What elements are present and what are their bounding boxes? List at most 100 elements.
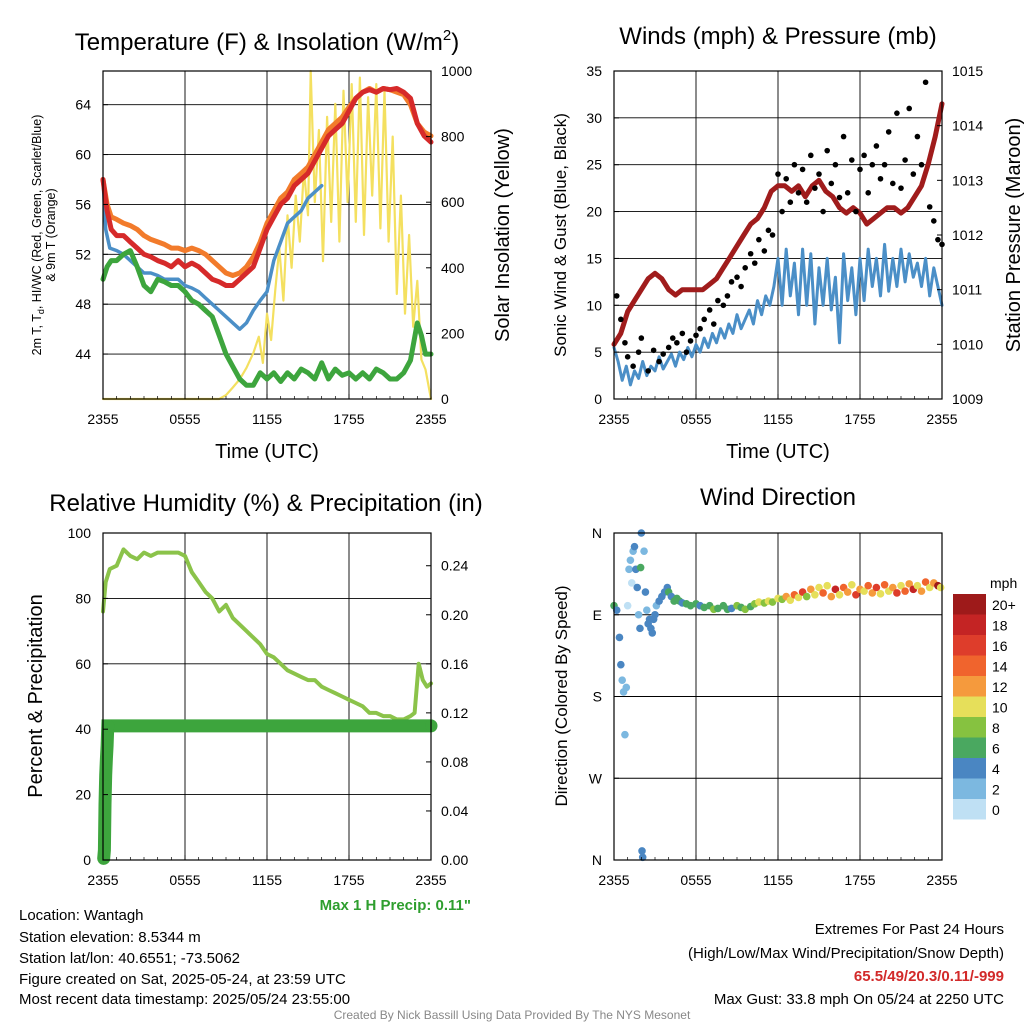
colorbar-swatch xyxy=(953,635,986,656)
y-tick-label: N xyxy=(592,852,602,868)
y-tick-label: 80 xyxy=(75,590,91,606)
direction-point xyxy=(823,581,831,590)
wind-direction-points xyxy=(610,529,945,862)
precip-point xyxy=(100,752,113,765)
gust-point xyxy=(650,347,657,354)
direction-point xyxy=(889,583,897,592)
humidity-title: Relative Humidity (%) & Precipitation (i… xyxy=(49,490,482,517)
gust-point xyxy=(693,332,699,339)
gust-point xyxy=(795,190,802,196)
gust-point xyxy=(799,166,806,173)
direction-point xyxy=(648,629,657,637)
direction-point xyxy=(638,853,647,862)
y-tick-label: 5 xyxy=(594,344,602,360)
direction-point xyxy=(622,683,631,692)
x-tick-label: 1155 xyxy=(252,872,282,888)
direction-point xyxy=(636,563,645,572)
gust-point xyxy=(894,110,900,116)
pressure-y-label: Station Pressure (Maroon) xyxy=(1003,118,1024,353)
colorbar-label: 6 xyxy=(992,741,1000,757)
x-tick-label: 2355 xyxy=(415,411,446,427)
wind-direction-grid xyxy=(614,533,942,860)
temperature-panel: Temperature (F) & Insolation (W/m2) 2355… xyxy=(30,27,514,463)
humidity-ticks: 2355 0555 1155 1755 2355 0 20 40 60 80 100 0.00 0.04… xyxy=(68,525,469,888)
x-tick-label: 0555 xyxy=(169,872,200,888)
colorbar-label: 4 xyxy=(992,761,1000,777)
temperature-x-label: Time (UTC) xyxy=(215,441,319,463)
humidity-y-label: Percent & Precipitation xyxy=(25,594,47,797)
x-tick-label: 1755 xyxy=(333,411,364,427)
direction-point xyxy=(634,610,643,619)
gust-point xyxy=(613,293,620,299)
direction-point xyxy=(621,730,629,739)
direction-point xyxy=(641,588,650,596)
y2-tick-label: 1010 xyxy=(952,336,983,352)
y-tick-label: 10 xyxy=(586,297,602,313)
gust-point xyxy=(816,171,822,177)
direction-point xyxy=(815,583,823,592)
gust-point xyxy=(630,363,636,370)
y-tick-label: N xyxy=(592,525,602,541)
gust-point xyxy=(861,152,867,159)
x-tick-label: 2355 xyxy=(598,872,629,888)
gust-point xyxy=(881,161,888,168)
gust-point xyxy=(931,218,937,224)
credit-text: Created By Nick Bassill Using Data Provi… xyxy=(334,1008,691,1022)
gust-point xyxy=(918,161,925,168)
y-tick-label: 60 xyxy=(75,147,91,163)
y2-tick-label: 400 xyxy=(441,260,465,276)
y-tick-label: 40 xyxy=(75,721,91,737)
y2-tick-label: 1000 xyxy=(441,63,472,79)
gust-point xyxy=(669,335,676,341)
x-tick-label: 2355 xyxy=(87,411,118,427)
max-gust-text: Max Gust: 33.8 mph On 05/24 at 2250 UTC xyxy=(714,991,1004,1008)
speed-colorbar: mph 20+ 18 16 14 12 10 8 6 4 2 0 xyxy=(953,575,1017,820)
direction-point xyxy=(633,583,642,592)
wind-direction-panel: Wind Direction 2355 0555 1155 1755 2355 N E S W N… xyxy=(552,484,1017,888)
x-tick-label: 2355 xyxy=(598,411,629,427)
y2-tick-label: 0.24 xyxy=(441,558,468,574)
x-tick-label: 1755 xyxy=(844,411,875,427)
direction-point xyxy=(638,847,646,855)
colorbar-swatch xyxy=(953,799,986,820)
gust-point xyxy=(787,199,794,205)
direction-point xyxy=(868,589,877,597)
gust-point xyxy=(697,325,703,332)
extremes-title: Extremes For Past 24 Hours xyxy=(815,921,1004,938)
series-line-wind xyxy=(612,242,944,387)
colorbar-label: 14 xyxy=(992,659,1008,675)
y-tick-label: 60 xyxy=(75,656,91,672)
gust-point xyxy=(660,351,666,357)
y-tick-label: 100 xyxy=(68,525,92,541)
direction-point xyxy=(618,676,626,684)
gust-point xyxy=(828,180,835,187)
x-tick-label: 2355 xyxy=(926,872,957,888)
precip-point xyxy=(98,844,111,857)
y-tick-label: 15 xyxy=(586,250,602,266)
direction-point xyxy=(807,585,815,594)
colorbar-label: 16 xyxy=(992,638,1008,654)
gust-point xyxy=(849,157,855,163)
gust-point xyxy=(728,279,735,285)
x-tick-label: 1155 xyxy=(763,872,793,888)
direction-point xyxy=(627,579,636,587)
gust-point xyxy=(761,248,768,254)
gust-point xyxy=(885,129,892,135)
gust-point xyxy=(873,143,880,149)
y2-tick-label: 0.00 xyxy=(441,852,468,868)
gust-point xyxy=(665,344,672,351)
gust-point xyxy=(622,339,628,346)
colorbar-swatch xyxy=(953,655,986,676)
direction-point xyxy=(852,590,860,599)
direction-point xyxy=(880,580,889,589)
gust-point xyxy=(624,354,631,360)
gust-point xyxy=(638,335,645,341)
gust-point xyxy=(687,338,694,344)
y-tick-label: 20 xyxy=(75,787,91,803)
wind-direction-y-label: Direction (Colored By Speed) xyxy=(552,585,571,806)
location-text: Location: Wantagh xyxy=(19,907,144,924)
temperature-y-label-line2: & 9m T (Orange) xyxy=(44,188,58,281)
winds-series xyxy=(611,79,945,387)
gust-point xyxy=(747,250,754,257)
gust-point xyxy=(922,79,929,86)
